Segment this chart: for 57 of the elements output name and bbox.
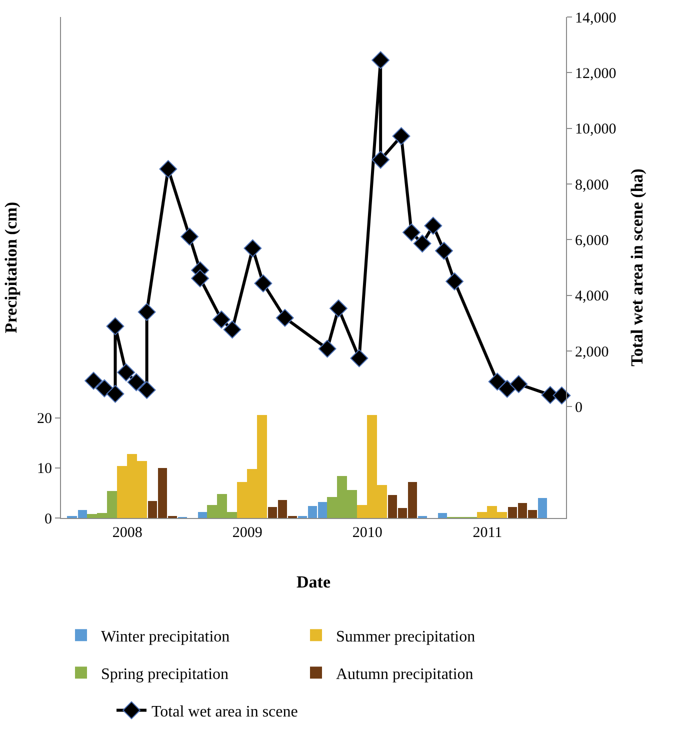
point — [498, 380, 516, 398]
point — [180, 228, 198, 246]
point — [435, 242, 453, 260]
point — [330, 299, 348, 318]
point — [106, 384, 124, 403]
y-tick-label: 20 — [37, 411, 52, 428]
legend-label: Autumn precipitation — [336, 666, 474, 683]
point — [254, 274, 272, 292]
legend-label: Winter precipitation — [101, 628, 230, 646]
point — [138, 303, 156, 321]
bar — [438, 513, 447, 518]
point — [402, 223, 420, 242]
y-tick-label: 0 — [44, 511, 52, 528]
point — [117, 363, 136, 382]
y-tick-label: 10 — [37, 461, 52, 478]
point — [318, 340, 336, 358]
y2-axis-title: Total wet area in scene (ha) — [628, 168, 647, 366]
x-tick-label: 2008 — [112, 525, 142, 541]
y2-tick-label: 4,000 — [575, 288, 609, 305]
x-tick-label: 2010 — [352, 525, 382, 541]
y2-tick-label: 8,000 — [575, 177, 609, 194]
y2-tick-label: 12,000 — [575, 66, 616, 82]
legend-label: Spring precipitation — [101, 666, 229, 683]
y2-tick-label: 14,000 — [575, 10, 616, 26]
point — [392, 127, 410, 146]
bar — [538, 498, 547, 518]
legend-label: Summer precipitation — [336, 628, 476, 646]
y2-tick-label: 10,000 — [575, 122, 616, 138]
y2-tick-label: 2,000 — [575, 344, 609, 360]
point — [276, 308, 294, 327]
point — [244, 239, 262, 258]
x-axis-title: Date — [296, 572, 331, 592]
point — [372, 150, 390, 169]
point — [84, 372, 102, 390]
y2-tick-label: 0 — [575, 400, 582, 416]
point — [159, 160, 178, 178]
x-tick-label: 2009 — [232, 525, 262, 541]
point — [212, 310, 230, 328]
point — [424, 216, 442, 235]
legend-label: Total wet area in scene — [152, 703, 298, 720]
point — [350, 349, 368, 368]
point — [191, 269, 210, 288]
point — [510, 375, 528, 394]
bar — [198, 512, 207, 518]
y-axis-title: Precipitation (cm) — [2, 202, 21, 334]
point — [446, 272, 464, 290]
point — [488, 372, 506, 391]
point — [138, 381, 156, 399]
point — [95, 379, 114, 398]
point — [223, 320, 242, 339]
point — [413, 234, 432, 253]
point — [106, 317, 124, 336]
point — [552, 386, 571, 404]
point — [127, 373, 146, 392]
y2-tick-label: 6,000 — [575, 232, 609, 249]
x-tick-label: 2011 — [472, 525, 502, 541]
point — [372, 51, 390, 70]
